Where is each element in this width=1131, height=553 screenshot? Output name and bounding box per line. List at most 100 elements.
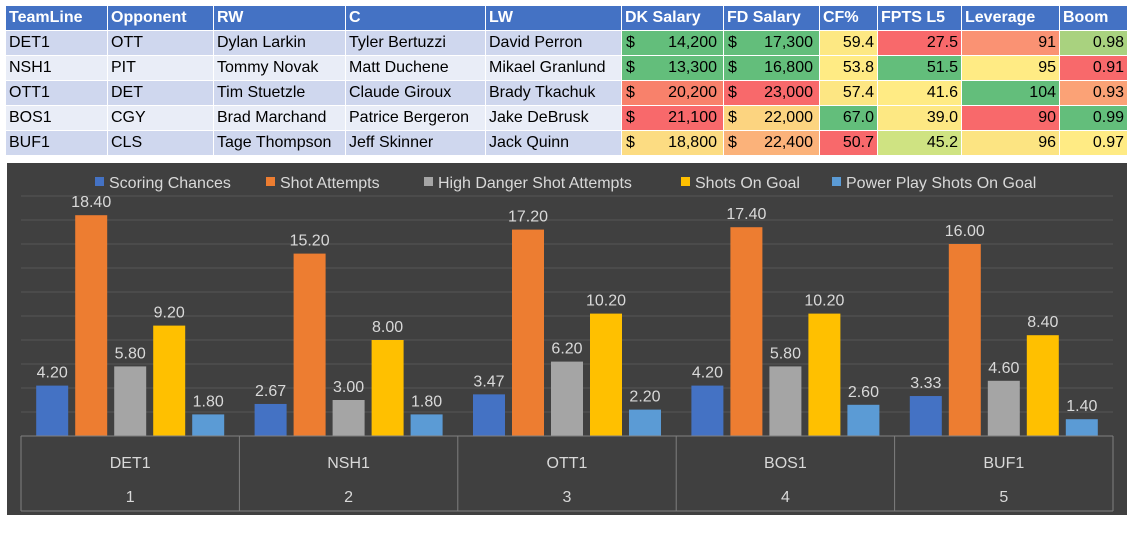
cell-fpts[interactable]: 27.5 xyxy=(877,30,962,56)
col-header-fd-salary[interactable]: FD Salary xyxy=(723,5,820,31)
cell-dk-salary[interactable]: $21,100 xyxy=(621,105,724,131)
bar[interactable] xyxy=(36,385,69,436)
col-header-fpts-l5[interactable]: FPTS L5 xyxy=(877,5,962,31)
bar[interactable] xyxy=(371,340,404,436)
bar[interactable] xyxy=(808,313,841,436)
cell-cf[interactable]: 53.8 xyxy=(819,55,878,81)
cell-c[interactable]: Patrice Bergeron xyxy=(345,105,486,131)
legend-entry[interactable]: Shots On Goal xyxy=(695,175,800,192)
cell-teamline[interactable]: OTT1 xyxy=(5,80,108,106)
bar[interactable] xyxy=(1026,335,1059,436)
cell-c[interactable]: Matt Duchene xyxy=(345,55,486,81)
col-header-rw[interactable]: RW xyxy=(213,5,346,31)
cell-teamline[interactable]: NSH1 xyxy=(5,55,108,81)
bar[interactable] xyxy=(473,394,505,436)
data-label: 1.80 xyxy=(193,393,224,410)
bar[interactable] xyxy=(551,361,583,436)
cell-leverage[interactable]: 91 xyxy=(961,30,1060,56)
cell-opponent[interactable]: DET xyxy=(107,80,214,106)
col-header-teamline[interactable]: TeamLine xyxy=(5,5,108,31)
bar[interactable] xyxy=(410,414,443,436)
cell-leverage[interactable]: 104 xyxy=(961,80,1060,106)
cell-cf[interactable]: 57.4 xyxy=(819,80,878,106)
bar[interactable] xyxy=(75,215,108,436)
col-header-dk-salary[interactable]: DK Salary xyxy=(621,5,724,31)
data-label: 16.00 xyxy=(945,223,985,240)
cell-cf[interactable]: 59.4 xyxy=(819,30,878,56)
cell-dk-salary[interactable]: $14,200 xyxy=(621,30,724,56)
col-header-opponent[interactable]: Opponent xyxy=(107,5,214,31)
cell-lw[interactable]: Jake DeBrusk xyxy=(485,105,622,131)
cell-leverage[interactable]: 95 xyxy=(961,55,1060,81)
cell-teamline[interactable]: BOS1 xyxy=(5,105,108,131)
cell-rw[interactable]: Tommy Novak xyxy=(213,55,346,81)
cell-c[interactable]: Tyler Bertuzzi xyxy=(345,30,486,56)
cell-teamline[interactable]: BUF1 xyxy=(5,130,108,156)
cell-dk-salary[interactable]: $20,200 xyxy=(621,80,724,106)
col-header-boom[interactable]: Boom xyxy=(1059,5,1128,31)
legend-entry[interactable]: High Danger Shot Attempts xyxy=(438,175,632,192)
cell-boom[interactable]: 0.97 xyxy=(1059,130,1128,156)
cell-fpts[interactable]: 41.6 xyxy=(877,80,962,106)
bar[interactable] xyxy=(629,409,661,436)
cell-fpts[interactable]: 51.5 xyxy=(877,55,962,81)
col-header-lw[interactable]: LW xyxy=(485,5,622,31)
cell-lw[interactable]: Brady Tkachuk xyxy=(485,80,622,106)
cell-boom[interactable]: 0.98 xyxy=(1059,30,1128,56)
cell-teamline[interactable]: DET1 xyxy=(5,30,108,56)
bar[interactable] xyxy=(691,385,724,436)
bar[interactable] xyxy=(293,253,326,436)
bar[interactable] xyxy=(590,313,622,436)
data-label: 8.40 xyxy=(1027,314,1058,331)
bar[interactable] xyxy=(254,403,287,436)
cell-fd-salary[interactable]: $22,400 xyxy=(723,130,820,156)
cell-opponent[interactable]: PIT xyxy=(107,55,214,81)
cell-dk-salary[interactable]: $18,800 xyxy=(621,130,724,156)
data-label: 4.20 xyxy=(37,365,68,382)
bar[interactable] xyxy=(730,227,763,436)
cell-opponent[interactable]: CGY xyxy=(107,105,214,131)
cell-boom[interactable]: 0.91 xyxy=(1059,55,1128,81)
bar[interactable] xyxy=(114,366,147,436)
cell-c[interactable]: Jeff Skinner xyxy=(345,130,486,156)
bar[interactable] xyxy=(153,325,186,436)
bar[interactable] xyxy=(332,400,365,436)
cell-boom[interactable]: 0.99 xyxy=(1059,105,1128,131)
cell-rw[interactable]: Brad Marchand xyxy=(213,105,346,131)
cell-leverage[interactable]: 90 xyxy=(961,105,1060,131)
bar[interactable] xyxy=(1065,419,1098,436)
cell-leverage[interactable]: 96 xyxy=(961,130,1060,156)
cell-fpts[interactable]: 39.0 xyxy=(877,105,962,131)
col-header-leverage[interactable]: Leverage xyxy=(961,5,1060,31)
bar[interactable] xyxy=(948,244,981,436)
cell-opponent[interactable]: CLS xyxy=(107,130,214,156)
cell-opponent[interactable]: OTT xyxy=(107,30,214,56)
cell-cf[interactable]: 50.7 xyxy=(819,130,878,156)
cell-fd-salary[interactable]: $23,000 xyxy=(723,80,820,106)
legend-entry[interactable]: Scoring Chances xyxy=(109,175,231,192)
cell-lw[interactable]: Mikael Granlund xyxy=(485,55,622,81)
bar[interactable] xyxy=(512,229,544,436)
cell-rw[interactable]: Dylan Larkin xyxy=(213,30,346,56)
bar[interactable] xyxy=(987,380,1020,436)
legend-entry[interactable]: Power Play Shots On Goal xyxy=(846,175,1036,192)
cell-cf[interactable]: 67.0 xyxy=(819,105,878,131)
bar[interactable] xyxy=(909,396,942,436)
cell-rw[interactable]: Tage Thompson xyxy=(213,130,346,156)
cell-boom[interactable]: 0.93 xyxy=(1059,80,1128,106)
cell-fd-salary[interactable]: $22,000 xyxy=(723,105,820,131)
cell-dk-salary[interactable]: $13,300 xyxy=(621,55,724,81)
cell-c[interactable]: Claude Giroux xyxy=(345,80,486,106)
cell-rw[interactable]: Tim Stuetzle xyxy=(213,80,346,106)
bar[interactable] xyxy=(192,414,225,436)
col-header-c[interactable]: C xyxy=(345,5,486,31)
bar[interactable] xyxy=(847,404,880,436)
legend-entry[interactable]: Shot Attempts xyxy=(280,175,380,192)
cell-fd-salary[interactable]: $16,800 xyxy=(723,55,820,81)
bar[interactable] xyxy=(769,366,802,436)
cell-lw[interactable]: Jack Quinn xyxy=(485,130,622,156)
col-header-cf-pct[interactable]: CF% xyxy=(819,5,878,31)
cell-fd-salary[interactable]: $17,300 xyxy=(723,30,820,56)
cell-fpts[interactable]: 45.2 xyxy=(877,130,962,156)
cell-lw[interactable]: David Perron xyxy=(485,30,622,56)
